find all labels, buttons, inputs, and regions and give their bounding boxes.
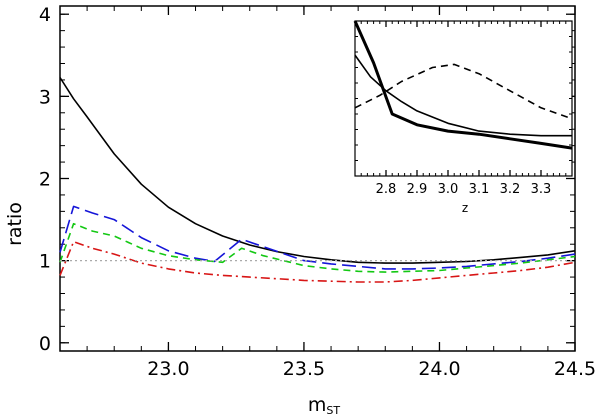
- x-axis-title: mST: [308, 394, 340, 417]
- y-axis-title: ratio: [4, 202, 26, 246]
- x-tick-label: 24.0: [418, 358, 460, 380]
- inset-series: [353, 20, 573, 150]
- series-line-green-dashed: [59, 222, 576, 273]
- y-tick-label: 3: [39, 86, 51, 108]
- series-line-blue-long-dash: [59, 205, 576, 270]
- x-axis-title-main: m: [308, 394, 327, 416]
- series-line-solid-black: [59, 77, 576, 264]
- inset-tick-labels: 2.8 2.9 3.0 3.1 3.2 3.3: [376, 182, 552, 197]
- x-tick-label: 3.3: [531, 182, 552, 197]
- series-line-red-dash-dot: [59, 240, 576, 283]
- x-tick-label: 23.0: [147, 358, 189, 380]
- y-tick-label: 1: [39, 251, 51, 273]
- x-tick-label: 2.8: [376, 182, 397, 197]
- x-tick-label: 23.5: [283, 358, 325, 380]
- inset-plot-frame: [354, 20, 573, 177]
- x-tick-label: 3.0: [438, 182, 459, 197]
- inset-chart: 2.8 2.9 3.0 3.1 3.2 3.3 z: [353, 20, 573, 215]
- x-tick-label: 3.1: [469, 182, 490, 197]
- y-tick-label: 2: [39, 169, 51, 191]
- main-tick-labels: 23.0 23.5 24.0 24.5 0 1 2 3 4: [39, 4, 596, 380]
- y-tick-label: 0: [39, 333, 51, 355]
- inset-x-axis-title: z: [462, 201, 468, 215]
- series-line-thin-solid: [354, 54, 572, 137]
- x-tick-label: 24.5: [554, 358, 596, 380]
- main-chart: 23.0 23.5 24.0 24.5 0 1 2 3 4 ratio mST: [4, 4, 596, 417]
- x-axis-title-subscript: ST: [326, 404, 340, 417]
- series-line-thick-solid: [353, 20, 573, 150]
- y-tick-label: 4: [39, 4, 51, 26]
- x-tick-label: 3.2: [500, 182, 521, 197]
- inset-background: [355, 21, 572, 176]
- x-tick-label: 2.9: [407, 182, 428, 197]
- main-series: [59, 77, 576, 283]
- series-line-dashed: [354, 63, 573, 120]
